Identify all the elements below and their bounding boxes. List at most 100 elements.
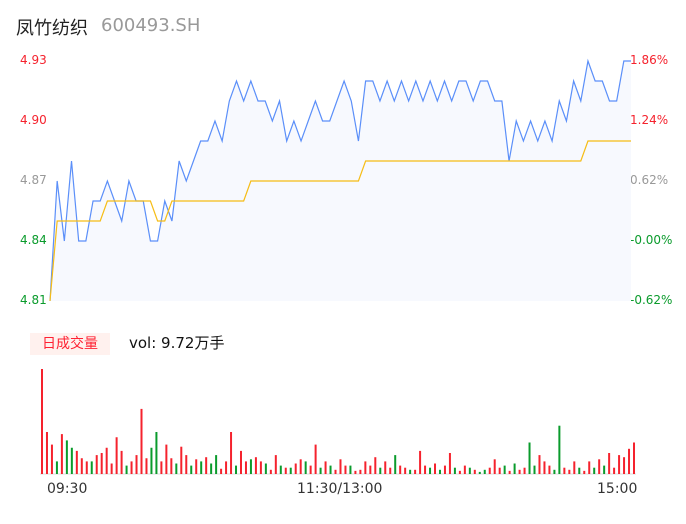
volume-bar <box>324 461 327 474</box>
volume-bar <box>170 458 173 474</box>
stock-name: 凤竹纺织 <box>16 18 88 39</box>
volume-bar <box>155 432 158 474</box>
volume-bar <box>70 447 73 474</box>
volume-bar <box>419 450 422 474</box>
volume-bar <box>135 455 138 474</box>
volume-bar <box>41 369 43 474</box>
volume-bar <box>215 455 218 474</box>
volume-bar <box>120 450 123 474</box>
volume-bar <box>254 457 257 474</box>
volume-bar <box>548 465 551 474</box>
volume-bar <box>379 467 382 474</box>
volume-bar <box>314 444 317 474</box>
volume-badge[interactable]: 日成交量 <box>30 333 110 355</box>
volume-bar <box>230 432 233 474</box>
volume-bar <box>513 463 516 474</box>
volume-bar <box>279 465 282 474</box>
volume-bar <box>503 465 506 474</box>
volume-bar <box>259 461 262 474</box>
volume-bar <box>165 444 168 474</box>
volume-bar <box>110 463 113 474</box>
volume-bar <box>239 450 242 474</box>
volume-bar <box>543 461 546 474</box>
volume-bar <box>205 457 208 474</box>
volume-bar <box>175 463 178 474</box>
y-tick-left: 4.90 <box>20 113 47 127</box>
volume-bar <box>458 470 461 474</box>
volume-bar <box>563 467 566 474</box>
volume-bar <box>508 470 511 474</box>
volume-bar <box>443 465 446 474</box>
volume-bar <box>498 467 501 474</box>
volume-bar <box>100 453 103 474</box>
volume-bar <box>264 463 267 474</box>
volume-bar <box>359 469 362 474</box>
volume-bar <box>115 437 118 474</box>
volume-bar <box>50 444 53 474</box>
y-tick-left: 4.84 <box>20 233 47 247</box>
y-tick-left: 4.87 <box>20 173 47 187</box>
volume-bar <box>409 469 412 474</box>
volume-bar <box>190 465 193 474</box>
volume-bar <box>633 442 635 474</box>
volume-bar <box>404 467 407 474</box>
volume-bar <box>299 459 302 474</box>
volume-bar <box>55 461 58 474</box>
volume-bar <box>553 469 556 474</box>
volume-bar <box>349 465 352 474</box>
volume-bar <box>130 461 133 474</box>
volume-bar <box>284 467 287 474</box>
x-tick-midday: 11:30/13:00 <box>297 481 383 497</box>
volume-bar <box>200 461 203 474</box>
volume-bar <box>60 434 63 474</box>
y-tick-right: 1.24% <box>630 113 669 127</box>
volume-bar <box>150 447 153 474</box>
y-tick-right: -0.62% <box>630 293 673 307</box>
volume-bar <box>354 470 357 474</box>
volume-bar <box>344 465 347 474</box>
volume-bar <box>364 461 367 474</box>
volume-bar <box>65 440 68 474</box>
volume-bar <box>80 458 83 474</box>
volume-bar <box>429 467 432 474</box>
volume-bar <box>523 467 526 474</box>
volume-bar <box>85 461 88 474</box>
volume-bar <box>339 459 342 474</box>
price-line <box>49 58 631 302</box>
volume-bar <box>269 469 272 474</box>
y-tick-right: 1.86% <box>630 53 669 67</box>
volume-bar <box>578 467 581 474</box>
x-tick-close: 15:00 <box>597 481 638 497</box>
volume-bar <box>249 459 252 474</box>
volume-bar <box>558 425 561 474</box>
volume-bar <box>414 469 417 474</box>
volume-bar <box>384 461 387 474</box>
volume-bar <box>424 465 427 474</box>
volume-bar <box>329 465 332 474</box>
volume-bar <box>463 465 466 474</box>
volume-bar <box>593 467 596 474</box>
y-tick-right: 0.62% <box>630 173 669 187</box>
y-tick-left: 4.93 <box>20 53 47 67</box>
volume-bar <box>180 446 183 474</box>
volume-bar <box>95 455 98 474</box>
volume-bar <box>225 461 228 474</box>
volume-bar <box>125 465 128 474</box>
volume-bar <box>374 457 377 474</box>
volume-bar <box>483 469 486 474</box>
volume-bar <box>518 469 521 474</box>
volume-bar <box>235 465 238 474</box>
volume-bar <box>195 459 198 474</box>
x-tick-open: 09:30 <box>47 481 88 497</box>
volume-bar <box>493 459 496 474</box>
volume-bar <box>145 458 148 474</box>
volume-readout: vol: 9.72万手 <box>129 334 225 352</box>
volume-bar <box>588 461 591 474</box>
stock-code: 600493.SH <box>101 15 201 36</box>
volume-bar <box>488 467 491 474</box>
y-tick-left: 4.81 <box>20 293 47 307</box>
volume-bar <box>274 455 277 474</box>
y-tick-right: -0.00% <box>630 233 673 247</box>
volume-bar <box>90 461 93 474</box>
volume-bar <box>399 465 402 474</box>
